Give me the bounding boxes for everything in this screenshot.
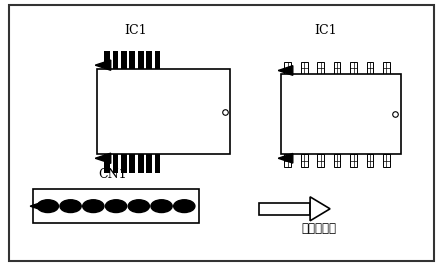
Bar [383, 62, 390, 74]
Bar [334, 154, 340, 167]
Bar [284, 154, 291, 167]
Circle shape [60, 200, 81, 213]
Bar [367, 154, 373, 167]
Bar [383, 154, 390, 167]
Circle shape [151, 200, 172, 213]
Bar [350, 62, 357, 74]
Bar [146, 154, 152, 173]
Text: IC1: IC1 [314, 24, 337, 37]
Bar [155, 154, 160, 173]
Bar [113, 51, 118, 69]
Text: IC1: IC1 [124, 24, 147, 37]
Bar [97, 69, 230, 154]
Bar [367, 62, 373, 74]
Circle shape [37, 200, 58, 213]
Bar [138, 51, 144, 69]
Polygon shape [95, 60, 111, 70]
Polygon shape [278, 153, 293, 163]
Bar [121, 154, 127, 173]
Bar [104, 51, 110, 69]
Bar [281, 74, 401, 154]
Bar [146, 51, 152, 69]
Polygon shape [30, 201, 47, 212]
Bar [33, 189, 199, 223]
Bar [155, 51, 160, 69]
Bar [301, 154, 307, 167]
Bar [113, 154, 118, 173]
Text: CN1: CN1 [99, 168, 127, 181]
Bar [284, 62, 291, 74]
Circle shape [83, 200, 104, 213]
Bar [129, 154, 135, 173]
Polygon shape [310, 197, 330, 221]
Polygon shape [95, 153, 111, 163]
Text: 过波峰方向: 过波峰方向 [301, 222, 337, 235]
Bar [317, 154, 324, 167]
Polygon shape [278, 66, 293, 75]
Bar [301, 62, 307, 74]
Bar [121, 51, 127, 69]
Bar [104, 154, 110, 173]
Circle shape [105, 200, 127, 213]
Bar [350, 154, 357, 167]
Bar [259, 203, 310, 215]
Bar [138, 154, 144, 173]
Bar [317, 62, 324, 74]
Circle shape [174, 200, 195, 213]
Bar [334, 62, 340, 74]
Circle shape [128, 200, 149, 213]
Bar [129, 51, 135, 69]
